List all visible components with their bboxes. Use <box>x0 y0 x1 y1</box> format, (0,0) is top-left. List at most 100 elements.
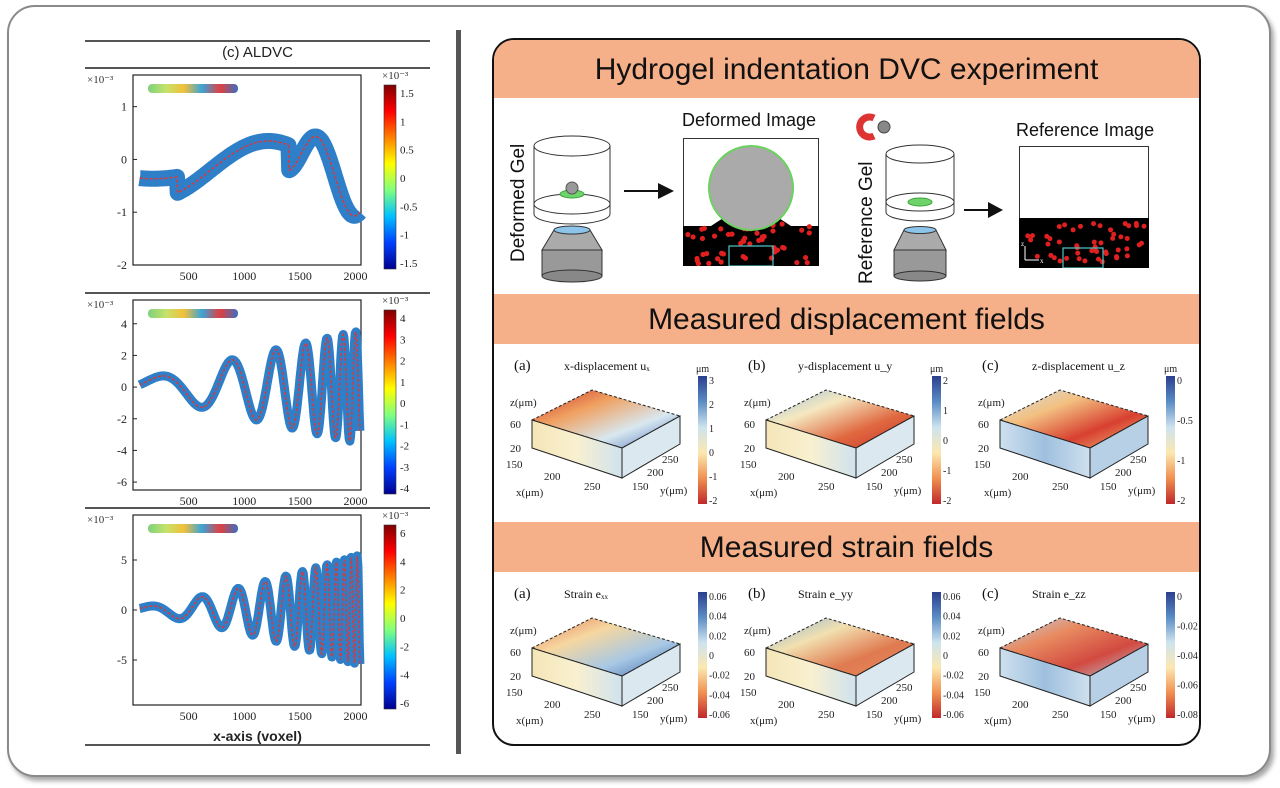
colorbar <box>383 524 397 710</box>
colorbar-tick-label: 0 <box>943 436 948 447</box>
x-tick-label: 1000 <box>232 709 256 723</box>
x-tick-label: 2000 <box>343 709 367 723</box>
colorbar-tick-label: 2 <box>400 356 406 368</box>
y-tick-label: 150 <box>632 481 649 493</box>
z-tick-label: 20 <box>744 671 756 683</box>
colorbar-exponent: ×10⁻³ <box>382 70 409 82</box>
vertical-divider <box>456 30 461 754</box>
colorbar-tick-label: -0.02 <box>1177 622 1198 633</box>
colorbar-tick-label: -2 <box>709 496 717 507</box>
x-axis-label: x(μm) <box>516 715 544 727</box>
y-tick-label: 150 <box>866 709 883 721</box>
colorbar-unit: μm <box>696 364 709 375</box>
disp-plot-c: (c) z-displacement u_z z(μm) 60 20 150 200 250 x… <box>970 348 1199 518</box>
x-tick-label: 250 <box>584 481 601 493</box>
plot-1: ×10⁻³ 1 0 -1 -2 500 1000 1500 2000 ×10⁻³ 1.5 1 0.5 0 -… <box>87 70 418 283</box>
fit-curve <box>139 135 361 217</box>
colorbar-tick-label: 0 <box>1177 376 1182 387</box>
colorbar-tick-label: -0.02 <box>943 671 964 682</box>
z-axis-label: z(μm) <box>744 625 771 637</box>
gel-cylinder-icon <box>885 144 955 222</box>
y-axis-label: y(μm) <box>660 485 688 497</box>
displacement-field-row: (a) x-displacement uₓ z(μm) 60 20 150 200 250 x(… <box>494 348 1199 518</box>
panel-title: Strain e_zz <box>1032 587 1086 601</box>
panel-tag: (c) <box>982 586 999 602</box>
panel-title: y-displacement u_y <box>798 359 892 373</box>
x-tick-label: 150 <box>740 459 757 471</box>
colorbar-tick-label: 0 <box>709 448 714 459</box>
colorbar-tick-label: 0.04 <box>943 612 961 623</box>
y-exponent: ×10⁻³ <box>87 514 114 526</box>
colorbar-tick-label: -0.5 <box>400 201 418 213</box>
z-tick-label: 20 <box>744 443 756 455</box>
gel-cylinder-icon <box>533 135 611 225</box>
disp-plot-b: (b) y-displacement u_y z(μm) 60 20 150 200 250 x… <box>736 348 971 518</box>
y-tick-label: 250 <box>662 682 679 694</box>
x-tick-label: 200 <box>544 471 561 483</box>
colorbar-tick-label: 0.02 <box>709 631 727 642</box>
x-tick-label: 200 <box>1012 699 1029 711</box>
deformed-gel-apparatus <box>533 135 611 283</box>
strain-banner: Measured strain fields <box>494 522 1199 572</box>
z-axis-label: z(μm) <box>510 625 537 637</box>
y-axis-label: y(μm) <box>1128 713 1156 725</box>
experiment-banner: Hydrogel indentation DVC experiment <box>494 40 1199 98</box>
y-tick-label: 150 <box>1100 709 1117 721</box>
colorbar <box>932 592 941 718</box>
colorbar-tick-label: 2 <box>943 376 948 387</box>
y-exponent: ×10⁻³ <box>87 299 114 311</box>
x-axis-label: x(μm) <box>750 715 778 727</box>
colorbar-tick-label: -0.04 <box>709 690 730 701</box>
colorbar-unit: μm <box>1164 364 1177 375</box>
x-tick-label: 1500 <box>288 709 312 723</box>
plot-2: ×10⁻³ 4 2 0 -2 -4 -6 500 1000 1500 2000 ×10⁻³ 4 3 2 1 0 -… <box>87 295 410 508</box>
colorbar-tick-label: 0 <box>400 173 406 185</box>
box-side-face <box>855 643 915 707</box>
colorbar-tick-label: -1 <box>400 419 409 431</box>
microscope-objective-icon <box>893 226 947 282</box>
x-axis-label: x(μm) <box>750 487 778 499</box>
colorbar-tick-label: 2 <box>709 400 714 411</box>
z-tick-label: 20 <box>978 671 990 683</box>
y-tick-label: -6 <box>117 475 127 489</box>
y-tick-label: 250 <box>662 454 679 466</box>
box-side-face <box>621 415 681 479</box>
colorbar-tick-label: -4 <box>400 670 410 682</box>
z-axis-label: z(μm) <box>510 397 537 409</box>
z-tick-label: 20 <box>978 443 990 455</box>
colorbar <box>698 592 707 718</box>
deformed-image-label: Deformed Image <box>682 110 817 130</box>
colorbar-tick-label: 0 <box>709 651 714 662</box>
y-tick-label: 1 <box>121 100 127 114</box>
plot-frame <box>132 74 362 266</box>
colorbar-tick-label: -0.06 <box>1177 681 1198 692</box>
x-tick-label: 250 <box>584 709 601 721</box>
separator-rule-2 <box>85 507 430 509</box>
colorbar-tick-label: 0.06 <box>709 592 727 603</box>
colorbar-tick-label: -0.08 <box>1177 710 1198 721</box>
deformed-image <box>683 138 819 266</box>
y-tick-label: 5 <box>121 553 127 567</box>
x-tick-label: 1500 <box>288 494 312 508</box>
panel-tag: (a) <box>514 358 531 374</box>
magnet-icon <box>856 113 891 141</box>
colorbar-tick-label: -1.5 <box>400 258 418 270</box>
x-axis-label: x(μm) <box>984 487 1012 499</box>
panel-title: Strain e_yy <box>798 587 853 601</box>
colorbar-tick-label: -4 <box>400 483 410 495</box>
panel-tag: (a) <box>514 586 531 602</box>
colorbar-tick-label: 3 <box>709 376 714 387</box>
hydrogel-panel: Hydrogel indentation DVC experiment Meas… <box>492 38 1201 746</box>
y-tick-label: 200 <box>881 467 898 479</box>
x-tick-label: 2000 <box>343 269 367 283</box>
panel-tag: (c) <box>982 358 999 374</box>
z-tick-label: 60 <box>978 419 990 431</box>
x-tick-label: 250 <box>818 481 835 493</box>
fit-curve <box>139 328 361 442</box>
x-tick-label: 1500 <box>288 269 312 283</box>
deformed-gel-label: Deformed Gel <box>508 143 529 262</box>
z-tick-label: 60 <box>510 647 522 659</box>
arrow-icon <box>624 190 664 192</box>
colorbar-tick-label: 0.5 <box>400 145 414 157</box>
reference-gel-apparatus <box>885 144 955 282</box>
